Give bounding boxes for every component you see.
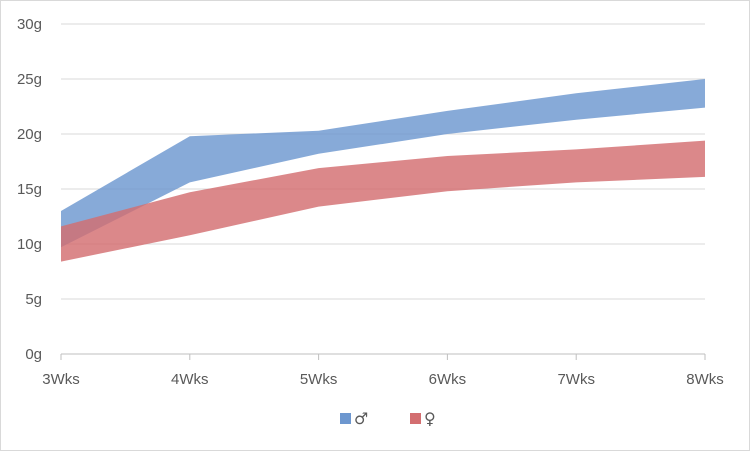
- series-band-female: [61, 140, 705, 262]
- series-bands: [61, 79, 705, 262]
- x-tick-label: 4Wks: [171, 371, 209, 388]
- x-tick-labels: 3Wks 4Wks 5Wks 6Wks 7Wks 8Wks: [42, 371, 724, 388]
- x-tick-label: 5Wks: [300, 371, 338, 388]
- legend-swatch: [340, 413, 351, 424]
- x-tick-label: 7Wks: [557, 371, 595, 388]
- legend: ♂ ♀: [340, 409, 436, 428]
- y-tick-label: 30g: [17, 16, 42, 33]
- y-tick-label: 15g: [17, 181, 42, 198]
- x-tick-label: 6Wks: [429, 371, 467, 388]
- y-tick-label: 10g: [17, 236, 42, 253]
- y-tick-label: 25g: [17, 71, 42, 88]
- x-tick-label: 8Wks: [686, 371, 724, 388]
- legend-label: ♂: [354, 409, 368, 428]
- y-tick-label: 20g: [17, 126, 42, 143]
- legend-swatch: [410, 413, 421, 424]
- series-band-male: [61, 79, 705, 248]
- legend-label: ♀: [424, 409, 436, 428]
- axes: [60, 353, 706, 360]
- x-tick-label: 3Wks: [42, 371, 80, 388]
- y-tick-labels: 0g 5g 10g 15g 20g 25g 30g: [17, 16, 42, 363]
- y-tick-label: 0g: [25, 346, 42, 363]
- y-tick-label: 5g: [25, 291, 42, 308]
